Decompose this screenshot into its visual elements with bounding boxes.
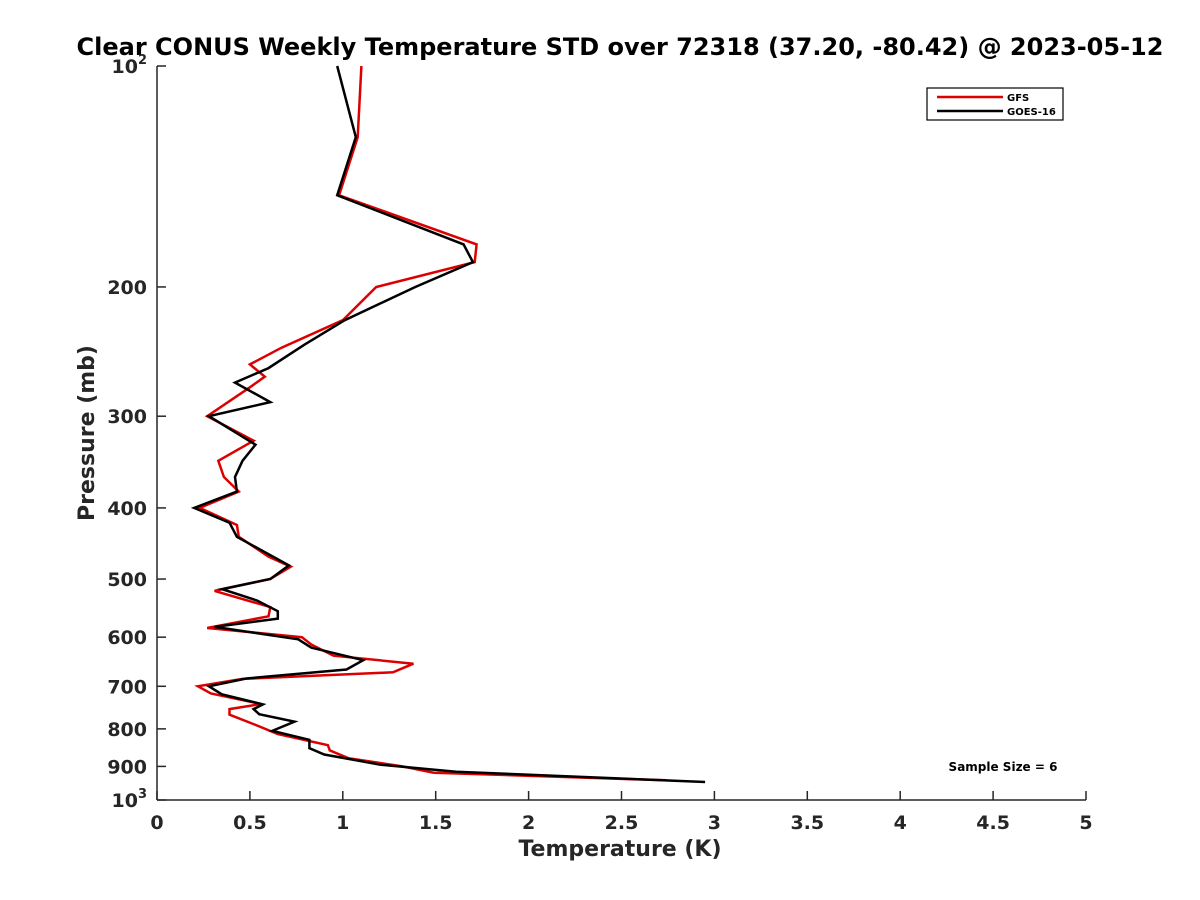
x-tick-label: 1.5 [419, 812, 453, 834]
x-tick-label: 2.5 [605, 812, 639, 834]
sample-size-annotation: Sample Size = 6 [949, 760, 1058, 774]
y-axis-label: Pressure (mb) [75, 345, 100, 521]
chart-title: Clear CONUS Weekly Temperature STD over … [77, 33, 1164, 61]
y-tick-label: 300 [107, 406, 147, 428]
y-ticks: 102 200 300 400 500 600 700 800 900 103 [107, 53, 166, 812]
legend-label-gfs: GFS [1007, 93, 1029, 104]
y-tick-label: 700 [107, 676, 147, 698]
y-tick-label: 900 [107, 756, 147, 778]
legend-label-goes16: GOES-16 [1007, 107, 1056, 118]
x-tick-label: 1 [336, 812, 349, 834]
plot-area: 0 0.5 1 1.5 2 2.5 3 3.5 4 4.5 5 102 200 300 400 500 600… [107, 53, 1092, 834]
x-tick-label: 0 [150, 812, 163, 834]
y-tick-label: 400 [107, 498, 147, 520]
x-tick-label: 4 [894, 812, 907, 834]
x-tick-label: 0.5 [233, 812, 267, 834]
x-tick-label: 4.5 [976, 812, 1010, 834]
y-tick-label: 800 [107, 719, 147, 741]
x-tick-label: 2 [522, 812, 535, 834]
series-group [190, 65, 706, 784]
x-ticks: 0 0.5 1 1.5 2 2.5 3 3.5 4 4.5 5 [150, 791, 1093, 834]
legend: GFS GOES-16 [926, 87, 1064, 121]
x-tick-label: 3 [708, 812, 721, 834]
x-axis-label: Temperature (K) [518, 837, 721, 862]
y-tick-label: 600 [107, 627, 147, 649]
legend-box [926, 87, 1064, 121]
series-line-gfs [194, 65, 667, 782]
y-tick-label: 103 [112, 787, 148, 812]
series-line-goes16 [190, 65, 706, 784]
x-tick-label: 3.5 [790, 812, 824, 834]
y-tick-label: 200 [107, 277, 147, 299]
x-tick-label: 5 [1079, 812, 1092, 834]
y-tick-label: 102 [112, 53, 148, 78]
y-tick-label: 500 [107, 569, 147, 591]
